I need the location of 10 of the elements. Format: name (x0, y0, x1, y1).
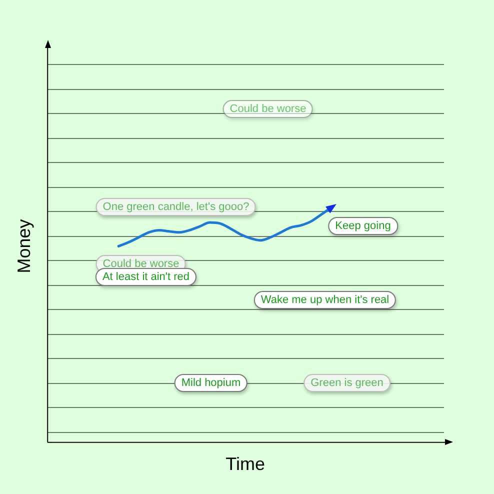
y-axis-title: Money (14, 219, 34, 274)
x-axis-title: Time (226, 454, 265, 474)
annotation: One green candle, let's gooo? (96, 198, 256, 216)
annotation: Green is green (304, 374, 390, 392)
text: Could be worse (222, 100, 314, 118)
annotation: Keep going (328, 217, 398, 235)
annotation: Could be worse (102, 258, 180, 270)
annotation: Wake me up when it's real (254, 291, 396, 309)
annotation: At least it ain't red (102, 271, 190, 283)
annotation: Mild hopium (174, 374, 248, 392)
